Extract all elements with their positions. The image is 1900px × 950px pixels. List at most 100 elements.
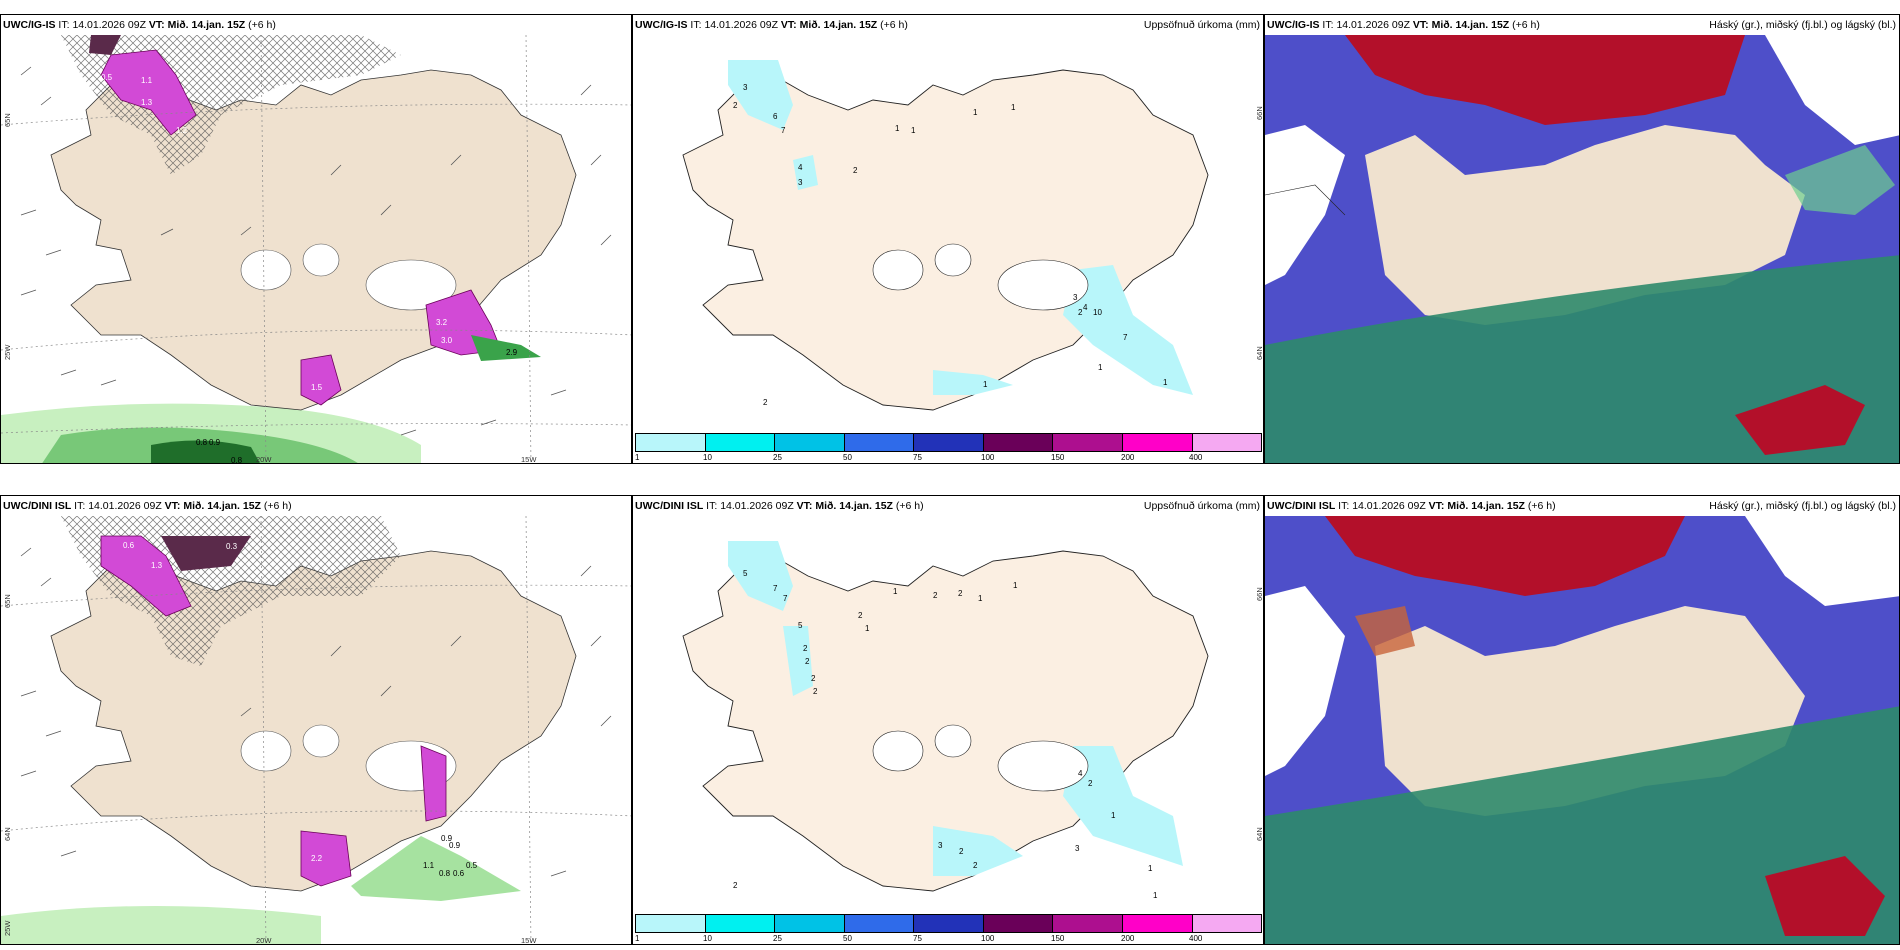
panel-header: UWC/DINI ISL IT: 14.01.2026 09Z VT: Mið.…: [635, 500, 924, 512]
precip-label: 3: [938, 841, 943, 850]
wind-label: 0.8: [231, 456, 243, 464]
precip-label: 1: [1153, 891, 1158, 900]
panel-bottom-wind-map: UWC/DINI ISL IT: 14.01.2026 09Z VT: Mið.…: [0, 495, 632, 945]
precip-map-graphic: 3 2 6 7 1 1 1 1 4 3 2 3 2 4 10 7 1 1 1 2: [682, 60, 1209, 411]
precip-area: [1063, 265, 1193, 395]
panel-header: UWC/DINI ISL IT: 14.01.2026 09Z VT: Mið.…: [1267, 500, 1556, 512]
cloud-title: Háský (gr.), miðský (fj.bl.) og lágský (…: [1709, 500, 1896, 512]
snow-area-dark: [151, 440, 260, 463]
snow-area: [351, 836, 521, 901]
cloud-title: Háský (gr.), miðský (fj.bl.) og lágský (…: [1709, 19, 1896, 31]
panel-header: UWC/IG-IS IT: 14.01.2026 09Z VT: Mið. 14…: [1267, 19, 1540, 31]
lat-label: 25W: [3, 344, 12, 360]
lat-label: 64N: [1255, 346, 1264, 360]
glacier: [302, 243, 340, 277]
precip-label: 4: [1078, 769, 1083, 778]
colorbar-swatch: [636, 434, 706, 451]
precip-area: [793, 155, 818, 190]
precip-label: 2: [959, 847, 964, 856]
precip-map-graphic: 5 7 7 2 2 2 1 1 1 2 2 1 5 2 2 4 2 1 3 2 …: [682, 541, 1209, 900]
precip-label: 2: [933, 591, 938, 600]
colorbar-label: 50: [843, 934, 852, 943]
colorbar-swatch: [844, 915, 915, 932]
glacier: [240, 249, 292, 291]
precip-area: [300, 354, 342, 406]
colorbar-swatch: [636, 915, 706, 932]
wind-barbs: [20, 66, 612, 436]
precip-label: 3: [1075, 844, 1080, 853]
lon-label: 15W: [521, 936, 537, 945]
precip-label: 1: [911, 126, 916, 135]
wind-label: 0.6: [123, 541, 135, 550]
colorbar-label: 100: [981, 453, 995, 462]
precip-area: [300, 830, 352, 887]
wind-label: 3.0: [441, 336, 453, 345]
lat-label: 64N: [3, 827, 12, 841]
precip-label: 7: [783, 594, 788, 603]
precip-label: 2: [803, 644, 808, 653]
colorbar: [635, 914, 1262, 933]
wind-label: 0.9: [449, 841, 461, 850]
precip-label: 2: [811, 674, 816, 683]
precip-label: 6: [773, 112, 778, 121]
high-cloud: [1765, 856, 1885, 936]
wind-barbs: [20, 547, 612, 877]
lat-label: 65N: [3, 113, 12, 127]
wind-label: 0.5: [101, 73, 113, 82]
wind-map-graphic: 0.3 0.6 1.3 1.1 0.9 0.5 0.8 0.6 2.2 0.9: [1, 515, 631, 944]
precip-label: 3: [1073, 293, 1078, 302]
wind-label: 1.5: [311, 383, 323, 392]
high-cloud: [1735, 385, 1865, 455]
colorbar-label: 75: [913, 934, 922, 943]
precip-label: 2: [858, 611, 863, 620]
wind-label: 3.2: [436, 318, 448, 327]
colorbar-label: 200: [1121, 453, 1135, 462]
precip-label: 1: [1013, 581, 1018, 590]
precip-label: 2: [853, 166, 858, 175]
colorbar-swatch: [983, 915, 1054, 932]
wind-label: 1.1: [423, 861, 435, 870]
colorbar: [635, 433, 1262, 452]
precip-label: 2: [1078, 308, 1083, 317]
panel-top-wind-map: UWC/IG-IS IT: 14.01.2026 09Z VT: Mið. 14…: [0, 14, 632, 464]
cloud-map-graphic: [1265, 35, 1899, 463]
panel-header: UWC/IG-IS IT: 14.01.2026 09Z VT: Mið. 14…: [3, 19, 276, 31]
precip-area: [89, 35, 121, 55]
wind-label: 0.5: [466, 861, 478, 870]
lat-label: 25W: [3, 920, 12, 936]
precip-label: 1: [1148, 864, 1153, 873]
colorbar-label: 50: [843, 453, 852, 462]
panel-top-precip: UWC/IG-IS IT: 14.01.2026 09Z VT: Mið. 14…: [632, 14, 1264, 464]
high-cloud: [1325, 516, 1685, 596]
precip-area: [100, 49, 197, 136]
wind-map-graphic: 0.5 1.3 1.2 1.1 3.2 3.0 2.9 0.8 0.9 0.8 …: [1, 34, 631, 464]
colorbar-label: 25: [773, 453, 782, 462]
precip-label: 1: [1098, 363, 1103, 372]
precip-label: 4: [798, 163, 803, 172]
clear-area: [1265, 125, 1345, 285]
map-graticule: [1, 515, 631, 944]
colorbar-swatch: [1192, 434, 1262, 451]
colorbar-swatch: [914, 434, 984, 451]
precip-area: [100, 535, 192, 617]
precip-area: [933, 826, 1023, 876]
precip-area: [420, 745, 447, 822]
colorbar-swatch: [1192, 915, 1262, 932]
precip-label: 10: [1093, 308, 1102, 317]
precip-label: 2: [733, 101, 738, 110]
colorbar-label: 25: [773, 934, 782, 943]
colorbar-swatch: [705, 434, 776, 451]
glacier: [872, 249, 924, 291]
low-cloud: [1265, 706, 1899, 944]
precip-area: [1063, 746, 1183, 866]
colorbar-swatch: [844, 434, 915, 451]
colorbar-swatch: [1122, 434, 1193, 451]
colorbar-swatch: [705, 915, 776, 932]
precip-area: [161, 536, 251, 571]
colorbar-swatch: [983, 434, 1054, 451]
precip-label: 5: [798, 621, 803, 630]
lat-label: 65N: [3, 594, 12, 608]
glacier: [934, 724, 972, 758]
colorbar-label: 1: [635, 453, 640, 462]
precip-label: 7: [773, 584, 778, 593]
